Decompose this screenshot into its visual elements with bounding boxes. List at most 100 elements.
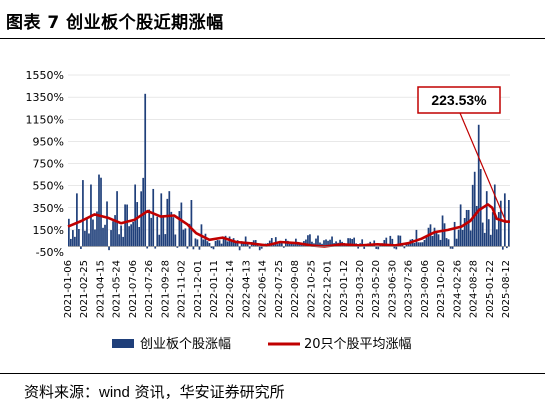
bar <box>104 224 106 247</box>
bar <box>170 211 173 247</box>
bar <box>244 236 247 247</box>
bar <box>202 239 205 247</box>
bar <box>278 241 281 247</box>
bar <box>407 243 410 247</box>
bar <box>317 235 319 247</box>
annotation-box <box>417 86 501 114</box>
bar <box>116 191 118 247</box>
bar <box>431 236 434 247</box>
bar <box>88 233 90 247</box>
bar <box>325 239 327 247</box>
bar <box>224 235 227 247</box>
bar <box>505 246 508 249</box>
x-tick-label: 2022-10-25 <box>306 260 317 318</box>
bar <box>242 242 245 247</box>
x-tick-label: 2022-06-14 <box>258 260 269 318</box>
x-tick-label: 2022-09-08 <box>290 260 301 318</box>
bar <box>463 218 466 247</box>
bar <box>276 244 279 247</box>
bar <box>166 198 169 247</box>
bar <box>453 221 456 247</box>
bar <box>455 238 458 247</box>
bar <box>176 246 179 248</box>
legend-line-label: 20只个股平均涨幅 <box>304 337 412 352</box>
figure-title: 图表 7 创业板个股近期涨幅 <box>6 13 224 33</box>
bar <box>315 238 317 247</box>
bar <box>282 246 285 248</box>
bar <box>162 217 165 247</box>
x-tick-label: 2021-01-06 <box>63 260 74 318</box>
y-axis-tick-labels: -50% 150% 350% 550% 750% 950% 1150% 1350% 1550% <box>26 69 64 259</box>
bar <box>397 235 400 247</box>
bar <box>425 237 428 247</box>
legend-bar-label: 创业板个股涨幅 <box>140 337 231 352</box>
bar <box>280 242 283 247</box>
bar <box>447 239 450 247</box>
x-tick-label: 2025-08-12 <box>501 260 512 318</box>
source-rest: 资讯，华安证券研究所 <box>129 383 285 401</box>
bar <box>130 224 132 247</box>
bar <box>152 188 155 247</box>
bar <box>307 235 309 247</box>
bar <box>507 200 510 247</box>
bar <box>419 242 422 247</box>
x-tick-label: 2021-09-28 <box>160 260 171 318</box>
bar <box>182 229 185 247</box>
bar <box>82 180 84 247</box>
bar <box>357 246 360 249</box>
x-tick-label: 2025-01-22 <box>485 260 496 318</box>
bar <box>353 237 355 247</box>
bar <box>102 227 104 247</box>
bar <box>246 242 249 247</box>
bar <box>98 174 100 247</box>
line-series <box>67 203 511 248</box>
x-tick-label: 2021-02-25 <box>79 260 90 318</box>
bar <box>230 241 233 247</box>
bar <box>497 212 500 247</box>
x-tick-label: 2023-06-30 <box>387 260 398 318</box>
bar <box>190 200 193 247</box>
bar <box>156 216 159 247</box>
x-tick-label: 2023-09-06 <box>420 260 431 318</box>
bar <box>208 242 211 247</box>
x-tick-label: 2022-12-01 <box>323 260 334 318</box>
bar <box>68 218 70 247</box>
bar <box>212 246 215 250</box>
bar <box>489 234 492 247</box>
bar <box>136 202 139 247</box>
bar <box>188 223 191 247</box>
bar <box>196 239 199 247</box>
bar <box>128 226 130 247</box>
x-tick-label: 2022-07-25 <box>274 260 285 318</box>
bar <box>124 204 126 247</box>
bar <box>377 246 380 250</box>
bar <box>216 240 219 247</box>
x-axis-tick-labels: 2021-01-06 2021-02-25 2021-04-15 2021-05-24… <box>63 260 512 318</box>
bar <box>260 246 263 249</box>
x-tick-label: 2022-01-11 <box>209 260 220 318</box>
bar <box>363 246 366 249</box>
chart: -50%150%350%550%750%950%1150%1350%1550% … <box>26 69 512 352</box>
bar <box>154 246 157 249</box>
bar <box>74 236 76 247</box>
bar <box>473 171 476 247</box>
bar <box>94 229 96 247</box>
bar <box>194 238 197 247</box>
source-note: 资料来源：wind 资讯，华安证券研究所 <box>24 381 285 402</box>
annotation-pointer <box>459 112 507 222</box>
annotation: 223.53% <box>417 86 507 222</box>
bar <box>459 204 462 247</box>
bar <box>106 201 108 247</box>
y-tick-label: 1150% <box>26 113 64 126</box>
bar <box>331 236 333 247</box>
bar <box>433 227 436 247</box>
bar <box>465 209 468 247</box>
bar <box>309 234 311 247</box>
y-tick-label: 1350% <box>26 91 64 104</box>
bar <box>305 239 307 247</box>
bar <box>238 246 241 251</box>
x-tick-label: 2021-05-24 <box>112 260 123 318</box>
bar <box>483 232 486 247</box>
bar <box>72 230 74 247</box>
bar <box>228 236 231 247</box>
